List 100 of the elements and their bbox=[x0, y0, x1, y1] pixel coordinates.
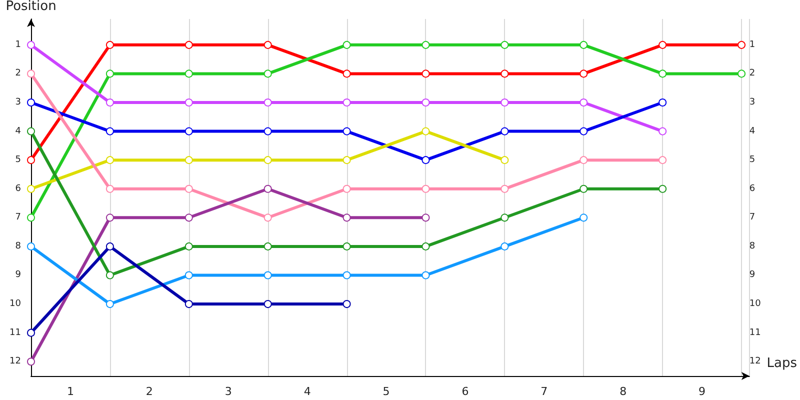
point bbox=[422, 242, 430, 250]
point bbox=[500, 98, 509, 106]
point bbox=[580, 40, 588, 49]
point bbox=[658, 127, 667, 136]
point bbox=[342, 98, 351, 106]
x-tick-label: 9 bbox=[698, 385, 706, 398]
point bbox=[184, 70, 193, 78]
point bbox=[658, 184, 667, 193]
point bbox=[422, 184, 430, 193]
point bbox=[27, 242, 35, 250]
point bbox=[658, 70, 667, 78]
y2-tick-label: 8 bbox=[749, 241, 756, 252]
point bbox=[27, 358, 35, 366]
y-tick-label: 12 bbox=[10, 356, 21, 367]
point bbox=[106, 300, 114, 308]
point bbox=[264, 300, 272, 308]
point bbox=[184, 242, 193, 250]
point bbox=[342, 214, 351, 222]
point bbox=[342, 242, 351, 250]
point bbox=[422, 214, 430, 222]
y-tick-label: 10 bbox=[10, 299, 22, 310]
point bbox=[342, 156, 351, 164]
point bbox=[422, 271, 430, 280]
y2-tick-label: 9 bbox=[749, 270, 756, 280]
point bbox=[184, 300, 193, 308]
point bbox=[580, 214, 588, 222]
point bbox=[106, 70, 114, 78]
point bbox=[738, 70, 746, 78]
y2-tick-label: 11 bbox=[749, 328, 761, 338]
point bbox=[342, 70, 351, 78]
point bbox=[184, 271, 193, 280]
point bbox=[264, 98, 272, 106]
point bbox=[106, 156, 114, 164]
y2-tick-label: 5 bbox=[749, 155, 756, 166]
x-tick-label: 6 bbox=[462, 385, 469, 398]
point bbox=[106, 214, 114, 222]
point bbox=[500, 214, 509, 222]
point bbox=[106, 127, 114, 136]
x-tick-label: 7 bbox=[540, 385, 548, 398]
point bbox=[27, 328, 35, 337]
point bbox=[264, 127, 272, 136]
point bbox=[264, 40, 272, 49]
point bbox=[184, 98, 193, 106]
y-tick-label: 3 bbox=[15, 97, 21, 108]
point bbox=[264, 271, 272, 280]
point bbox=[500, 40, 509, 49]
point bbox=[106, 242, 114, 250]
y-tick-label: 1 bbox=[15, 40, 21, 50]
point bbox=[658, 156, 667, 164]
y2-tick-label: 7 bbox=[749, 212, 756, 223]
point bbox=[264, 70, 272, 78]
point bbox=[422, 40, 430, 49]
point bbox=[264, 156, 272, 164]
y-tick-label: 7 bbox=[15, 212, 21, 223]
point bbox=[264, 214, 272, 222]
point bbox=[580, 184, 588, 193]
point bbox=[422, 156, 430, 164]
x-tick-label: 3 bbox=[224, 385, 232, 398]
y2-tick-label: 12 bbox=[749, 356, 761, 367]
y2-tick-label: 2 bbox=[749, 68, 756, 79]
point bbox=[184, 40, 193, 49]
x-tick-label: 4 bbox=[304, 385, 311, 398]
y-tick-label: 2 bbox=[15, 68, 21, 79]
y-tick-label: 8 bbox=[15, 241, 22, 252]
point bbox=[27, 127, 35, 136]
point bbox=[422, 98, 430, 106]
y-tick-label: 6 bbox=[15, 184, 22, 194]
y2-tick-label: 4 bbox=[749, 126, 756, 136]
point bbox=[658, 40, 667, 49]
point bbox=[184, 156, 193, 164]
x-tick-label: 8 bbox=[620, 385, 627, 398]
x-axis-title: Laps bbox=[766, 356, 798, 371]
point bbox=[342, 184, 351, 193]
point bbox=[738, 40, 746, 49]
point bbox=[342, 271, 351, 280]
y-tick-label: 4 bbox=[15, 126, 22, 136]
y-tick-label: 11 bbox=[10, 328, 21, 338]
x-tick-label: 1 bbox=[66, 385, 74, 398]
point bbox=[580, 70, 588, 78]
y2-tick-label: 10 bbox=[749, 299, 762, 310]
point bbox=[106, 184, 114, 193]
point bbox=[422, 127, 430, 136]
point bbox=[580, 127, 588, 136]
point bbox=[342, 300, 351, 308]
point bbox=[27, 184, 35, 193]
point bbox=[264, 184, 272, 193]
point bbox=[500, 156, 509, 164]
point bbox=[106, 98, 114, 106]
point bbox=[500, 70, 509, 78]
point bbox=[580, 98, 588, 106]
y-axis-title: Position bbox=[6, 0, 56, 14]
x-tick-label: 2 bbox=[146, 385, 153, 398]
point bbox=[580, 156, 588, 164]
point bbox=[342, 127, 351, 136]
y-tick-label: 5 bbox=[15, 155, 21, 166]
y2-tick-label: 3 bbox=[749, 97, 756, 108]
point bbox=[342, 40, 351, 49]
y-tick-label: 9 bbox=[15, 270, 22, 280]
point bbox=[27, 214, 35, 222]
point bbox=[106, 40, 114, 49]
